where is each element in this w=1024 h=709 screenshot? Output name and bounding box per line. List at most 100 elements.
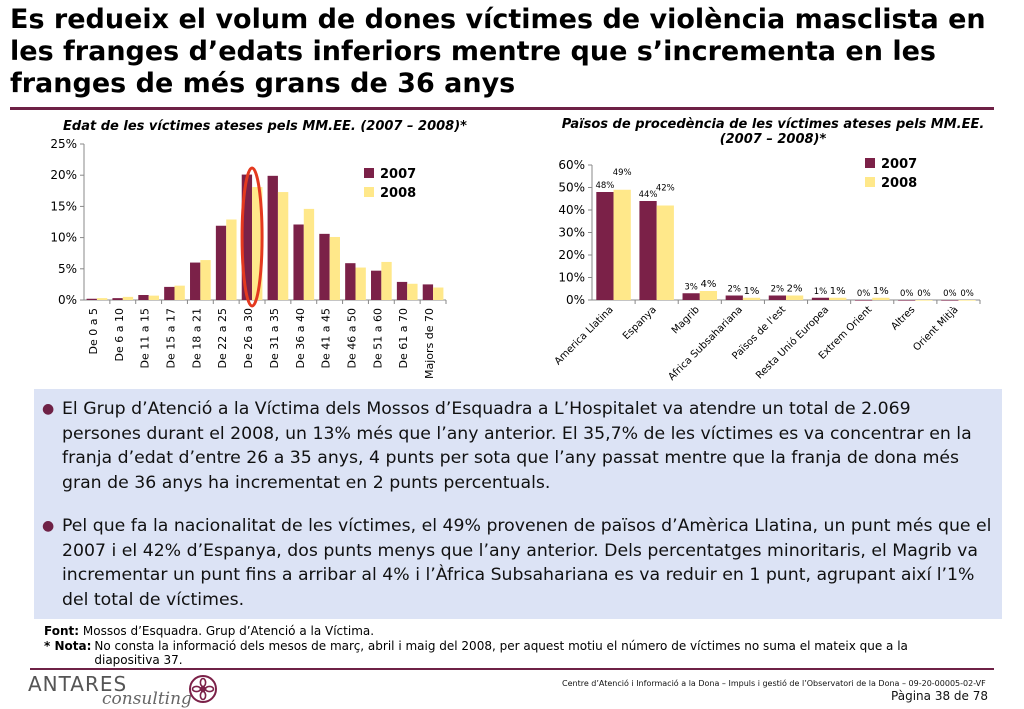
- bar-2007: [898, 300, 916, 301]
- bar-2008: [226, 219, 237, 300]
- bar-2007: [138, 295, 149, 300]
- data-label: 2%: [771, 285, 785, 295]
- footer-divider: [30, 668, 994, 670]
- bar-2007: [811, 297, 830, 300]
- y-tick-label: 0%: [58, 293, 77, 307]
- bar-2007: [215, 225, 227, 300]
- x-tick-label: America Llatina: [553, 304, 616, 367]
- data-label: 1%: [814, 287, 828, 297]
- data-label: 0%: [943, 289, 957, 299]
- data-label: 1%: [873, 286, 889, 297]
- y-tick-label: 60%: [558, 158, 585, 172]
- x-tick-label: Altres: [889, 304, 917, 332]
- bar-2008: [742, 297, 761, 300]
- bar-2007: [596, 192, 614, 300]
- legend-swatch-2008: [865, 177, 875, 187]
- x-tick-label: De 46 a 50: [346, 308, 359, 368]
- x-tick-label: De 22 a 25: [216, 308, 229, 368]
- bar-2008: [958, 300, 976, 301]
- bar-2008: [872, 297, 890, 300]
- bar-2008: [407, 283, 418, 300]
- bar-2007: [371, 270, 382, 300]
- x-tick-label: De 26 a 30: [242, 308, 255, 368]
- y-tick-label: 15%: [50, 199, 77, 213]
- logo-name: ANTARES: [28, 672, 128, 696]
- bar-2007: [682, 293, 700, 300]
- bar-2007: [293, 224, 304, 300]
- bar-2007: [725, 295, 743, 300]
- y-tick-label: 20%: [50, 168, 77, 182]
- origin-chart-title: Països de procedència de les víctimes at…: [561, 117, 985, 147]
- data-label: 0%: [917, 289, 931, 299]
- bar-2007: [345, 263, 356, 300]
- data-label: 0%: [960, 289, 974, 299]
- data-label: 44%: [639, 190, 658, 200]
- page-title: Es redueix el volum de dones víctimes de…: [10, 4, 986, 99]
- bar-2008: [277, 192, 289, 300]
- age-chart-title: Edat de les víctimes ateses pels MM.EE. …: [63, 119, 467, 134]
- x-tick-label: De 18 a 21: [190, 308, 203, 368]
- bar-2008: [329, 236, 340, 300]
- logo-flower-icon: [189, 675, 217, 703]
- y-tick-label: 50%: [558, 181, 585, 195]
- title-divider: [10, 107, 994, 110]
- bar-2007: [639, 201, 657, 300]
- bar-2008: [433, 287, 444, 300]
- bar-2008: [786, 295, 804, 300]
- bar-2007: [164, 286, 175, 300]
- legend-swatch-2007: [865, 158, 875, 168]
- logo-subtitle: consulting: [102, 689, 192, 709]
- data-label: 0%: [857, 289, 871, 299]
- legend-swatch-2007: [364, 168, 374, 178]
- bar-2007: [86, 298, 97, 300]
- x-tick-label: De 61 a 70: [397, 308, 410, 368]
- source-line: Font: Mossos d’Esquadra. Grup d’Atenció …: [44, 624, 374, 639]
- data-label: 1%: [830, 286, 846, 297]
- bar-2008: [252, 187, 263, 300]
- bar-2007: [396, 281, 408, 300]
- x-tick-label: De 11 a 15: [139, 308, 152, 368]
- bar-2008: [148, 295, 159, 300]
- note-label: * Nota:: [44, 639, 92, 653]
- bar-2008: [200, 260, 211, 300]
- source-label: Font:: [44, 624, 80, 638]
- data-label: 1%: [744, 286, 760, 297]
- bar-2007: [112, 298, 123, 300]
- bar-2008: [829, 297, 847, 300]
- y-tick-label: 5%: [58, 262, 77, 276]
- legend-label: 2007: [881, 157, 917, 172]
- note-line: * Nota: No consta la informació dels mes…: [44, 639, 924, 667]
- bar-2008: [122, 296, 134, 300]
- x-tick-label: Majors de 70: [423, 308, 436, 379]
- footer-project-text: Centre d’Atenció i Informació a la Dona …: [562, 679, 986, 688]
- x-tick-label: Africa Subsahariana: [666, 304, 745, 383]
- x-tick-label: De 0 a 5: [87, 308, 100, 354]
- legend-label: 2008: [881, 176, 917, 191]
- bar-2007: [190, 262, 201, 300]
- summary-box: ● El Grup d’Atenció a la Víctima dels Mo…: [34, 389, 1002, 619]
- x-tick-label: De 6 a 10: [113, 308, 126, 361]
- bar-2008: [96, 298, 108, 300]
- bar-2007: [241, 174, 253, 300]
- bullet-item: ● El Grup d’Atenció a la Víctima dels Mo…: [42, 397, 992, 495]
- bar-2008: [915, 300, 933, 301]
- y-tick-label: 30%: [558, 226, 585, 240]
- bar-2007: [768, 295, 786, 300]
- y-tick-label: 40%: [558, 203, 585, 217]
- data-label: 49%: [613, 168, 632, 178]
- x-tick-label: Resta Unió Europea: [753, 304, 831, 382]
- data-label: 2%: [787, 284, 803, 295]
- highlight-ellipse: [240, 166, 264, 308]
- x-tick-label: De 15 a 17: [165, 308, 178, 368]
- legend-label: 2008: [380, 186, 416, 201]
- bullet-text: El Grup d’Atenció a la Víctima dels Moss…: [62, 399, 972, 493]
- bar-2007: [854, 300, 873, 301]
- bar-2008: [699, 291, 718, 300]
- bullet-icon: ●: [42, 518, 55, 534]
- data-label: 4%: [700, 279, 716, 290]
- y-tick-label: 20%: [558, 248, 585, 262]
- source-text: Mossos d’Esquadra. Grup d’Atenció a la V…: [82, 624, 375, 638]
- x-tick-label: Magrib: [670, 304, 702, 336]
- data-label: 2%: [728, 285, 742, 295]
- page-number: Pàgina 38 de 78: [891, 689, 988, 703]
